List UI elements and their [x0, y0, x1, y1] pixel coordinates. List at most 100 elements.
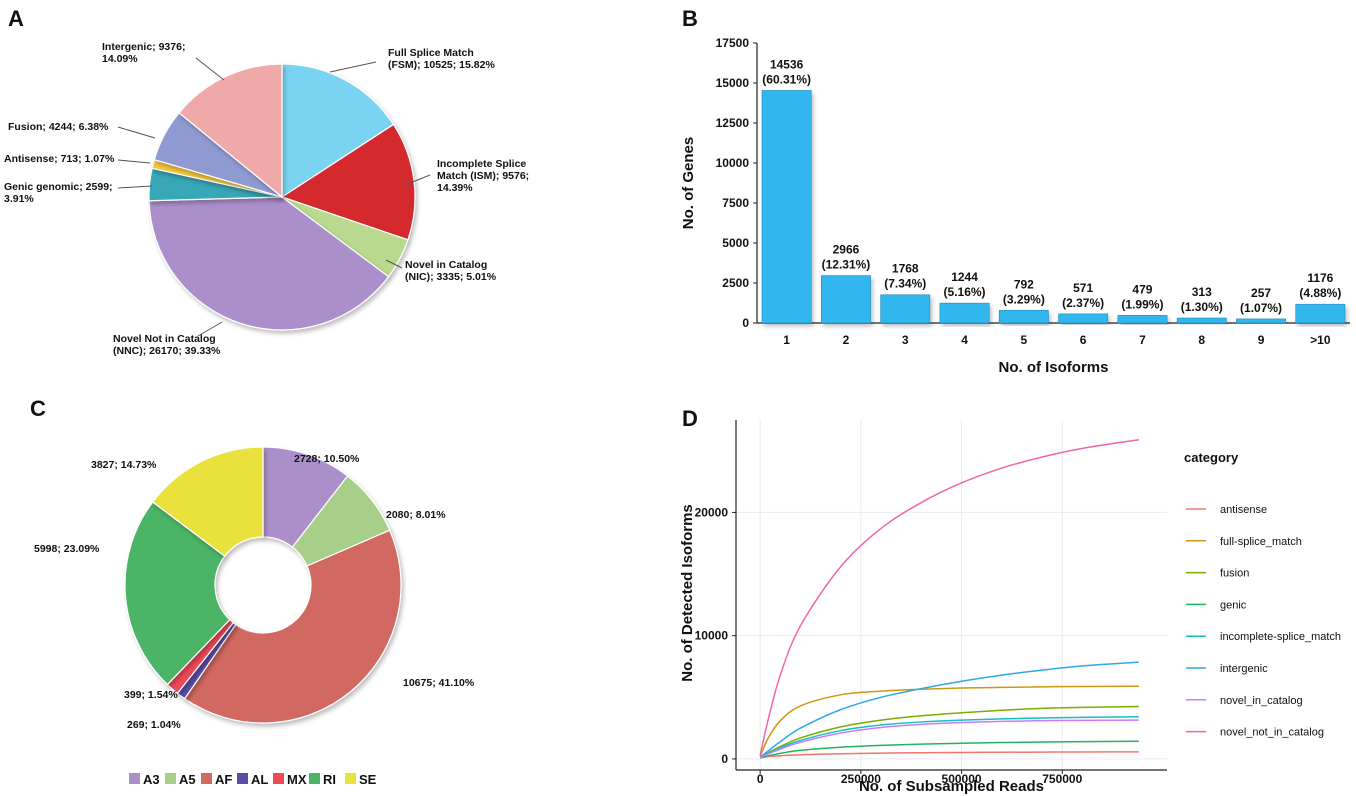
- line-d-plot-area: [736, 420, 1167, 770]
- line-d-series-novel-not-in-catalog: [759, 438, 1139, 756]
- pie-a-slice-incomplete-splice-match-ism: [280, 123, 416, 241]
- line-d-legend-label-novel-not-in-catalog: novel_not_in_catalog: [1220, 727, 1324, 739]
- line-d-series-antisense: [760, 751, 1139, 759]
- bar-b-bar-9: [1236, 318, 1286, 324]
- pie-a-leader-full-splice-match-fsm: [329, 61, 377, 73]
- line-d-legend-label-incomplete-splice-match: incomplete-splice_match: [1220, 631, 1341, 643]
- line-d-ytick-label-10000: 10000: [695, 629, 729, 643]
- bar-b-ytick-label-7500: 7500: [722, 196, 749, 210]
- donut-c-legend-label-se: SE: [359, 772, 377, 787]
- bar-b-xtick-label-6: 6: [1080, 333, 1087, 347]
- pie-a-label-novel-not-in-catalog-nnc-line-2: (NNC); 26170; 39.33%: [113, 345, 221, 357]
- bar-b-xtick-label-4: 4: [961, 333, 968, 347]
- bar-b-value-label-6-line-2: (2.37%): [1062, 296, 1104, 310]
- pie-a-leader-genic-genomic: [117, 185, 153, 189]
- donut-c-label-a5: 2080; 8.01%: [386, 509, 446, 521]
- panel-label-d: D: [682, 406, 698, 431]
- bar-b-xtick-label-2: 2: [843, 333, 850, 347]
- bar-b-value-label-9-line-2: (1.07%): [1240, 301, 1282, 315]
- line-d-ytick-label-0: 0: [721, 752, 728, 766]
- donut-c-legend-swatch-se: [345, 773, 356, 784]
- pie-a-label-antisense-line-1: Antisense; 713; 1.07%: [4, 153, 115, 165]
- line-d-series-full-splice-match: [759, 685, 1139, 757]
- donut-c-legend-swatch-al: [237, 773, 248, 784]
- bar-b-value-label-10-line-1: 1176: [1307, 271, 1333, 285]
- donut-c-legend-swatch-mx: [273, 773, 284, 784]
- bar-b-xtick-label-7: 7: [1139, 333, 1146, 347]
- line-d-series-genic: [759, 740, 1139, 759]
- bar-b-value-label-2-line-2: (12.31%): [822, 258, 871, 272]
- donut-c-legend-swatch-a5: [165, 773, 176, 784]
- donut-c-slice-ri: [124, 501, 231, 686]
- bar-b-xtick-label-3: 3: [902, 333, 909, 347]
- bar-b-bar-2: [821, 275, 871, 324]
- donut-c-legend-label-al: AL: [251, 772, 268, 787]
- donut-c-slice-se: [151, 446, 264, 557]
- panel-label-b: B: [682, 6, 698, 31]
- line-d-legend-label-antisense: antisense: [1220, 504, 1267, 516]
- donut-c-label-a3: 2728; 10.50%: [294, 453, 360, 465]
- pie-a-slice-intergenic: [178, 63, 283, 199]
- donut-c-legend-swatch-a3: [129, 773, 140, 784]
- bar-b-bar-8: [1176, 317, 1227, 324]
- donut-c-legend-label-a5: A5: [179, 772, 196, 787]
- bar-b-value-label-8-line-1: 313: [1192, 285, 1212, 299]
- line-d-ytick-label-20000: 20000: [695, 505, 729, 519]
- bar-b-xtick-label-5: 5: [1021, 333, 1028, 347]
- pie-a-label-novel-in-catalog-nic-line-1: Novel in Catalog: [405, 259, 487, 271]
- donut-chart-splicing-events: 2728; 10.50% 2080; 8.01% 10675; 41.10% 269;…: [34, 446, 475, 787]
- bar-b-bar-10: [1295, 303, 1346, 324]
- bar-b-value-label-6-line-1: 571: [1073, 281, 1093, 295]
- line-d-series-novel-in-catalog: [759, 719, 1139, 759]
- bar-b-bar-7: [1117, 315, 1168, 324]
- line-d-legend-label-novel-in-catalog: novel_in_catalog: [1220, 695, 1303, 707]
- donut-c-label-al: 269; 1.04%: [127, 719, 181, 731]
- pie-a-leader-novel-in-catalog-nic: [385, 259, 403, 269]
- bar-b-xtick-label-9: 9: [1258, 333, 1265, 347]
- bar-b-ytick-label-2500: 2500: [722, 276, 749, 290]
- bar-b-ytick-label-12500: 12500: [716, 116, 750, 130]
- bar-chart-isoforms-per-gene: 025005000750010000125001500017500114536(…: [680, 36, 1350, 376]
- line-d-xtick-label-0: 0: [757, 772, 764, 786]
- donut-c-label-se: 3827; 14.73%: [91, 459, 157, 471]
- bar-b-value-label-7-line-2: (1.99%): [1121, 297, 1163, 311]
- pie-a-slice-full-splice-match-fsm: [281, 63, 395, 199]
- bar-b-xtick-label-10: >10: [1310, 333, 1331, 347]
- line-d-xlabel: No. of Subsampled Reads: [859, 778, 1044, 795]
- donut-c-label-af: 10675; 41.10%: [403, 677, 475, 689]
- bar-b-value-label-1-line-1: 14536: [770, 57, 804, 71]
- donut-c-slice-af: [183, 529, 402, 724]
- donut-c-legend-label-af: AF: [215, 772, 232, 787]
- line-d-legend-title: category: [1184, 450, 1239, 465]
- bar-b-ytick-label-5000: 5000: [722, 236, 749, 250]
- bar-b-value-label-10-line-2: (4.88%): [1299, 286, 1341, 300]
- pie-a-label-intergenic-line-1: Intergenic; 9376;: [102, 41, 185, 53]
- pie-a-label-incomplete-splice-match-ism-line-3: 14.39%: [437, 182, 473, 194]
- pie-a-label-full-splice-match-fsm-line-1: Full Splice Match: [388, 47, 474, 59]
- line-d-ylabel: No. of Detected Isoforms: [679, 504, 696, 682]
- bar-b-ytick-label-0: 0: [742, 316, 749, 330]
- donut-c-label-mx: 399; 1.54%: [124, 689, 178, 701]
- pie-a-label-genic-genomic-line-1: Genic genomic; 2599;: [4, 181, 113, 193]
- bar-b-ytick-label-17500: 17500: [716, 36, 750, 50]
- donut-c-legend-label-mx: MX: [287, 772, 307, 787]
- donut-c-legend-label-ri: RI: [323, 772, 336, 787]
- pie-a-slice-novel-not-in-catalog-nnc: [148, 196, 390, 331]
- line-d-legend-label-fusion: fusion: [1220, 568, 1249, 580]
- line-d-series-incomplete-splice-match: [759, 716, 1139, 758]
- bar-b-value-label-3-line-1: 1768: [892, 262, 919, 276]
- line-d-legend-label-intergenic: intergenic: [1220, 663, 1268, 675]
- bar-b-value-label-3-line-2: (7.34%): [884, 277, 926, 291]
- line-d-xtick-label-750000: 750000: [1042, 772, 1082, 786]
- bar-b-ytick-label-15000: 15000: [716, 76, 750, 90]
- panel-label-a: A: [8, 6, 24, 31]
- bar-b-bar-1: [761, 90, 812, 324]
- donut-c-label-ri: 5998; 23.09%: [34, 543, 100, 555]
- bar-b-value-label-1-line-2: (60.31%): [762, 72, 811, 86]
- line-chart-saturation-curves: 0 250000 500000 750000 0 10000 20000 No. of Sub…: [679, 420, 1341, 795]
- line-d-legend-label-full-splice-match: full-splice_match: [1220, 536, 1302, 548]
- bar-b-value-label-2-line-1: 2966: [833, 243, 860, 257]
- bar-b-xtick-label-8: 8: [1198, 333, 1205, 347]
- line-d-series-fusion: [759, 705, 1139, 758]
- pie-a-leader-intergenic: [195, 57, 225, 81]
